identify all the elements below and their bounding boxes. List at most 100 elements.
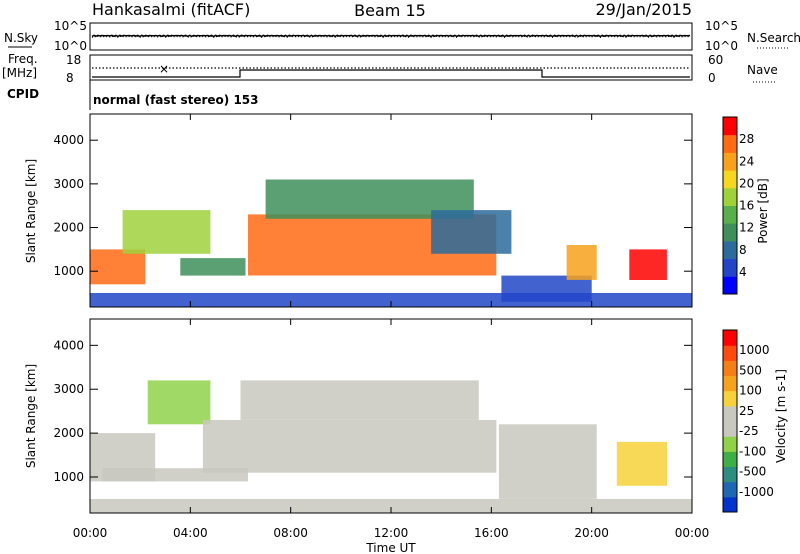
x-tick-label: 04:00 [173, 526, 208, 540]
heatmap-region [90, 293, 692, 307]
y-tick-label: 3000 [53, 177, 84, 191]
colorbar-tick-label: 20 [739, 176, 754, 190]
power-yaxis: 4000 3000 2000 1000 [53, 133, 692, 278]
colorbar-swatch [723, 436, 737, 452]
noise-right-tick-bottom: 10^0 [705, 39, 738, 53]
heatmap-region [566, 245, 597, 280]
colorbar-swatch [723, 405, 737, 422]
noise-sky-line [91, 34, 691, 38]
noise-left-tick-top: 10^5 [54, 19, 87, 33]
freq-frame [89, 54, 693, 81]
colorbar-swatch [723, 375, 737, 392]
heatmap-region [122, 210, 211, 254]
nave-line [92, 69, 690, 78]
colorbar-swatch [723, 330, 737, 346]
colorbar-swatch [723, 390, 737, 407]
noise-frame [89, 22, 693, 51]
heatmap-region [202, 420, 497, 473]
cpid-text: normal (fast stereo) 153 [93, 93, 259, 107]
freq-glitch-mark: × [159, 62, 169, 76]
y-tick-label: 3000 [53, 382, 84, 396]
colorbar-swatch [723, 187, 737, 206]
x-tick-label: 20:00 [574, 526, 609, 540]
y-tick-label: 4000 [53, 338, 84, 352]
colorbar-frame [722, 116, 738, 295]
beam-title: Beam 15 [354, 1, 426, 20]
y-tick-label: 2000 [53, 426, 84, 440]
velocity-heatmap [90, 380, 692, 513]
heatmap-region [90, 249, 146, 285]
colorbar-tick-label: 12 [739, 221, 754, 235]
velocity-ylabel: Slant Range [km] [24, 364, 38, 468]
colorbar-tick-label: 28 [739, 132, 754, 146]
colorbar-swatch [723, 360, 737, 376]
colorbar-tick-label: 500 [739, 363, 762, 377]
power-heatmap [90, 179, 692, 307]
colorbar-swatch [723, 496, 737, 513]
colorbar-swatch [723, 134, 737, 153]
x-tick-label: 12:00 [374, 526, 409, 540]
power-ylabel: Slant Range [km] [24, 159, 38, 263]
heatmap-region [180, 258, 246, 276]
x-axis-title: Time UT [365, 541, 416, 554]
colorbar-tick-label: 25 [739, 404, 754, 418]
noise-left-tick-bottom: 10^0 [54, 39, 87, 53]
colorbar-tick-label: -1000 [739, 485, 774, 499]
date-title: 29/Jan/2015 [595, 0, 692, 19]
colorbar-swatch [723, 240, 737, 260]
heatmap-region [240, 380, 479, 420]
velocity-colorbar-label: Velocity [m s-1] [774, 369, 788, 463]
colorbar-swatch [723, 258, 737, 277]
colorbar-frame [722, 329, 738, 513]
cpid-panel: CPID normal (fast stereo) 153 [7, 80, 259, 110]
colorbar-swatch [723, 205, 737, 224]
heatmap-region [616, 441, 667, 486]
x-tick-label: 16:00 [474, 526, 509, 540]
colorbar-swatch [723, 345, 737, 361]
colorbar-tick-label: 1000 [739, 343, 770, 357]
colorbar-swatch [723, 117, 737, 136]
colorbar-swatch [723, 481, 737, 498]
freq-label-1: Freq. [8, 52, 38, 66]
heatmap-region [431, 210, 512, 254]
y-tick-label: 4000 [53, 133, 84, 147]
noise-right-label: N.Search [747, 31, 800, 45]
freq-panel: × Freq. [MHz] 18 8 60 0 Nave [2, 52, 778, 85]
y-tick-label: 1000 [53, 470, 84, 484]
colorbar-tick-label: 4 [739, 265, 747, 279]
x-tick-label: 00:00 [73, 526, 108, 540]
colorbar-swatch [723, 170, 737, 189]
x-tick-label: 00:00 [675, 526, 710, 540]
power-panel: 4000 3000 2000 1000 Slant Range [km] 28 24 20… [24, 113, 770, 308]
velocity-panel: 4000 3000 2000 1000 Slant Range [km] 1000 50… [24, 318, 788, 514]
x-axis: 00:00 04:00 08:00 12:00 16:00 20:00 00:00 [73, 114, 710, 540]
colorbar-tick-label: 16 [739, 199, 754, 213]
colorbar-tick-label: -100 [739, 444, 766, 458]
noise-left-label: N.Sky [4, 31, 38, 45]
power-colorbar-label: Power [dB] [756, 178, 770, 243]
station-title: Hankasalmi (fitACF) [92, 0, 250, 19]
colorbar-tick-label: -500 [739, 465, 766, 479]
nave-tick-bottom: 0 [708, 71, 716, 85]
colorbar-tick-label: -25 [739, 424, 759, 438]
noise-panel: N.Sky 10^5 10^0 10^5 10^0 N.Search [4, 19, 800, 53]
heatmap-region [498, 424, 597, 499]
velocity-yaxis: 4000 3000 2000 1000 [53, 338, 692, 484]
colorbar-swatch [723, 421, 737, 437]
nave-label: Nave [747, 63, 778, 77]
colorbar-swatch [723, 152, 737, 171]
noise-search-line [91, 35, 691, 39]
freq-tick-bottom: 8 [66, 71, 74, 85]
heatmap-region [90, 499, 692, 513]
colorbar-swatch [723, 276, 737, 295]
y-tick-label: 2000 [53, 221, 84, 235]
power-colorbar: 28 24 20 16 12 8 4 [722, 116, 754, 295]
heatmap-region [629, 249, 667, 280]
cpid-label: CPID [7, 87, 39, 101]
colorbar-tick-label: 24 [739, 154, 754, 168]
velocity-colorbar: 1000 500 100 25 -25 -100 -500 -1000 [722, 329, 774, 513]
noise-right-tick-top: 10^5 [705, 19, 738, 33]
x-tick-label: 08:00 [273, 526, 308, 540]
colorbar-swatch [723, 451, 737, 467]
